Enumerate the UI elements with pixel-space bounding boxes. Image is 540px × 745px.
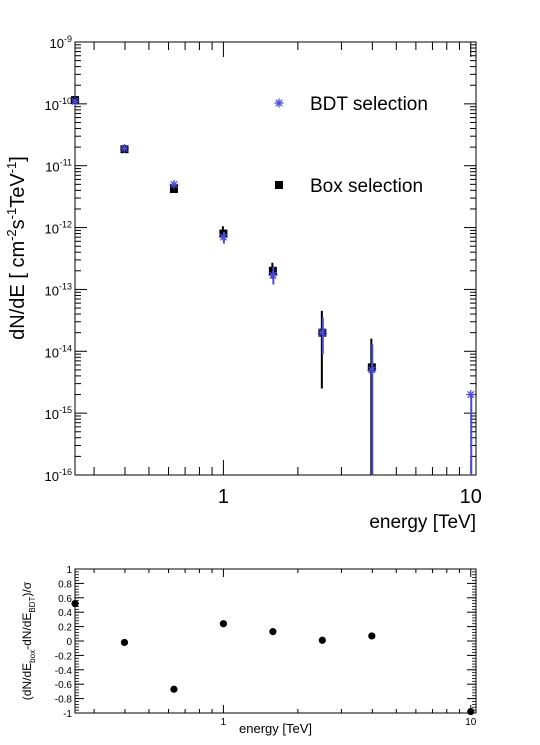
y-tick-label: 10-14 xyxy=(45,343,72,360)
ratio-y-axis-label: (dN/dEbox-dN/dEBDT)/σ xyxy=(20,581,37,700)
star-stroke xyxy=(275,99,283,107)
bdt-point xyxy=(119,143,129,153)
y-tick-label: 10-16 xyxy=(45,467,72,484)
ratio-y-tick-labels: 1 0.8 0.6 0.4 0.2 0 -0.2 -0.4 -0.6 -0.8 -1 xyxy=(55,565,73,720)
legend-marker-bdt xyxy=(274,98,284,108)
y-tick-label: 10-10 xyxy=(45,96,72,113)
star-stroke xyxy=(467,390,475,399)
bdt-point xyxy=(218,231,228,244)
legend-square xyxy=(275,181,283,189)
y-tick-label: 0.4 xyxy=(58,608,72,619)
bdt-point xyxy=(317,317,327,355)
legend-marker-box xyxy=(275,181,283,189)
ratio-point xyxy=(71,599,79,608)
ratio-point xyxy=(120,638,129,647)
y-tick-label: 1 xyxy=(66,565,72,576)
main-plot: 10-910-1010-1110-1210-1310-1410-1510-16 … xyxy=(4,34,482,533)
bdt-point xyxy=(268,267,278,285)
star-stroke xyxy=(170,180,178,188)
y-tick-label: 0.2 xyxy=(58,623,72,634)
y-tick-label: 10-13 xyxy=(45,281,72,298)
star-stroke xyxy=(120,144,129,153)
y-tick-label: 10-9 xyxy=(50,34,72,51)
bdt-point xyxy=(169,179,179,189)
main-x-tick-labels: 1 10 xyxy=(218,486,482,508)
x-tick-label: 10 xyxy=(465,717,477,728)
ratio-x-axis-label: energy [TeV] xyxy=(239,721,312,736)
bdt-point xyxy=(466,390,476,475)
x-tick-label: 1 xyxy=(218,486,229,508)
y-tick-label: 10-11 xyxy=(45,158,72,175)
ratio-point xyxy=(318,636,326,644)
y-tick-label: 0 xyxy=(66,637,72,648)
main-data-marks xyxy=(70,96,476,475)
star-stroke xyxy=(219,233,228,241)
y-tick-label: 0.8 xyxy=(58,579,72,590)
ratio-ticks xyxy=(75,568,476,714)
legend-label-box: Box selection xyxy=(310,176,423,197)
y-tick-label: -0.4 xyxy=(55,666,73,677)
bdt-point xyxy=(70,96,80,106)
y-tick-label: -1 xyxy=(63,709,72,720)
bdt-point xyxy=(367,344,377,475)
y-tick-label: -0.8 xyxy=(55,695,73,706)
ratio-point xyxy=(467,707,475,716)
legend-label-bdt: BDT selection xyxy=(310,94,428,115)
ratio-data-marks xyxy=(71,599,475,716)
main-y-axis-label: dN/dE [ cm-2s-1TeV-1] xyxy=(4,156,29,340)
star-stroke xyxy=(71,97,79,105)
x-tick-label: 10 xyxy=(460,486,482,508)
legend: BDT selection Box selection xyxy=(274,94,428,197)
y-tick-label: 10-15 xyxy=(45,405,72,422)
square-marker xyxy=(169,185,178,194)
y-tick-label: -0.6 xyxy=(55,680,73,691)
ratio-point xyxy=(170,685,178,693)
y-tick-label: 0.6 xyxy=(58,594,72,605)
ratio-frame xyxy=(74,568,477,714)
star-stroke xyxy=(368,366,376,374)
ratio-point xyxy=(368,632,376,640)
ratio-x-tick-labels: 1 10 xyxy=(221,717,477,728)
y-tick-label: -0.2 xyxy=(55,651,73,662)
main-x-axis-label: energy [TeV] xyxy=(369,512,476,533)
main-y-tick-labels: 10-9 10-10 10-11 10-12 10-13 10-14 10-15 10-16 xyxy=(45,34,72,484)
main-frame xyxy=(74,41,477,476)
ratio-point xyxy=(269,628,277,636)
y-tick-label: 10-12 xyxy=(45,220,72,237)
x-tick-label: 1 xyxy=(221,717,227,728)
star-stroke xyxy=(318,329,326,337)
ratio-plot: 1 0.8 0.6 0.4 0.2 0 -0.2 -0.4 -0.6 -0.8 -1 1 10 ene… xyxy=(20,565,477,736)
ratio-point xyxy=(219,620,228,628)
star-stroke xyxy=(269,271,277,279)
